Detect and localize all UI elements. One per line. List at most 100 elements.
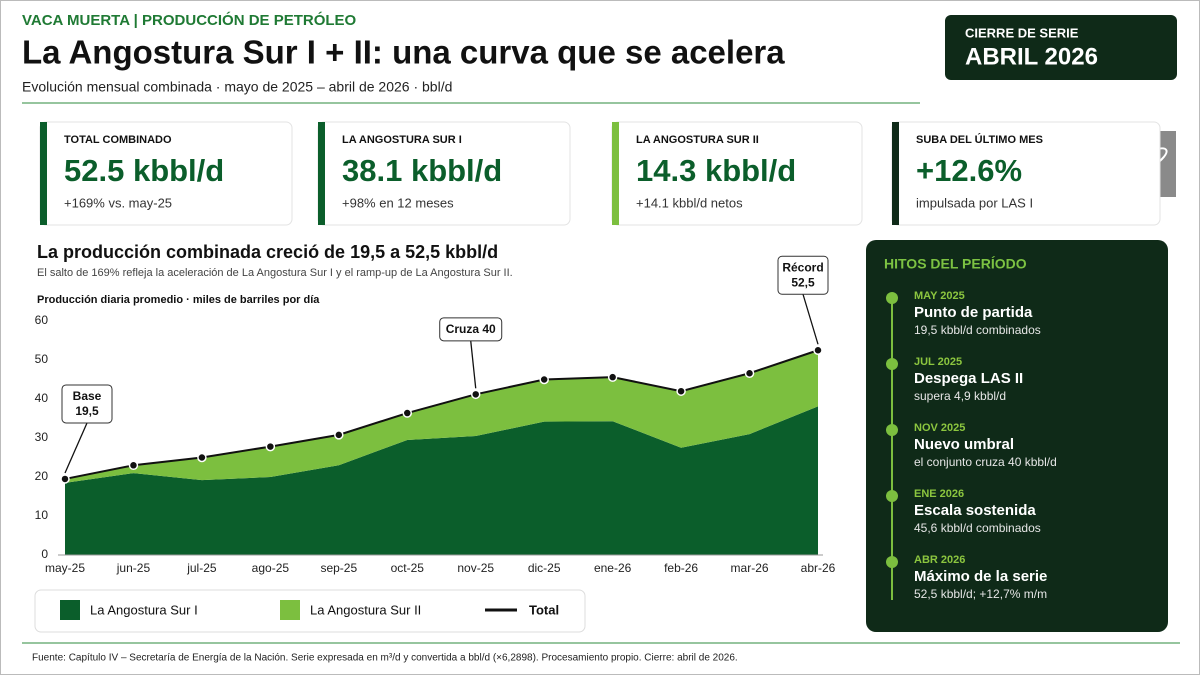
total-line xyxy=(64,349,819,480)
badge xyxy=(945,15,1177,80)
annotation-pointer xyxy=(802,294,819,345)
milestone-title: Máximo de la serie xyxy=(914,568,1047,585)
card-value: 14.3 kbbl/d xyxy=(636,153,796,188)
milestones-panel xyxy=(866,240,1168,632)
x-tick-label: jul-25 xyxy=(186,561,217,575)
x-tick-label: feb-26 xyxy=(664,561,698,575)
milestone-date: NOV 2025 xyxy=(914,422,965,434)
milestone-note: 19,5 kbbl/d combinados xyxy=(914,323,1041,337)
total-point xyxy=(676,386,686,396)
card-accent xyxy=(892,122,899,225)
y-tick-label: 60 xyxy=(35,313,49,327)
annotation-pointer xyxy=(64,422,88,474)
total-point xyxy=(402,408,413,418)
x-tick-label: sep-25 xyxy=(320,561,357,575)
x-tick-label: mar-26 xyxy=(731,561,769,575)
x-tick-label: abr-26 xyxy=(801,561,836,575)
card-accent xyxy=(612,122,619,225)
chart-title: La producción combinada creció de 19,5 a… xyxy=(37,242,498,262)
legend-swatch xyxy=(280,600,300,620)
milestone-date: ABR 2026 xyxy=(914,554,965,566)
card-note: +14.1 kbbl/d netos xyxy=(636,195,743,210)
card-value: 38.1 kbbl/d xyxy=(342,153,502,188)
legend-label: Total xyxy=(529,602,559,617)
annotation-box xyxy=(61,384,113,424)
milestone-date: JUL 2025 xyxy=(914,356,962,368)
badge-label: CIERRE DE SERIE xyxy=(965,25,1079,40)
card-accent xyxy=(318,122,325,225)
card-label: TOTAL COMBINADO xyxy=(64,134,172,146)
card-note: impulsada por LAS I xyxy=(916,195,1033,210)
footer: Fuente: Capítulo IV – Secretaría de Ener… xyxy=(32,653,738,664)
milestone-title: Punto de partida xyxy=(914,304,1033,321)
milestone-note: supera 4,9 kbbl/d xyxy=(914,389,1006,403)
milestone-dot xyxy=(886,358,898,370)
annotation-box xyxy=(439,317,503,342)
x-tick-label: ene-26 xyxy=(594,561,632,575)
milestone-date: MAY 2025 xyxy=(914,290,965,302)
annotation: Cruza 40 xyxy=(446,322,496,336)
annotation-box xyxy=(777,255,829,295)
x-tick-label: may-25 xyxy=(45,561,85,575)
card-value: +12.6% xyxy=(916,153,1022,188)
annotation: Récord xyxy=(782,260,823,274)
badge-value: ABRIL 2026 xyxy=(965,43,1098,70)
milestone-dot xyxy=(886,490,898,502)
total-point xyxy=(607,372,618,382)
milestone-title: Nuevo umbral xyxy=(914,436,1014,453)
x-tick-label: dic-25 xyxy=(528,561,561,575)
legend-label: La Angostura Sur I xyxy=(90,602,198,617)
area xyxy=(65,406,818,555)
total-point xyxy=(813,345,823,355)
milestone-title: Escala sostenida xyxy=(914,502,1036,519)
milestone-note: el conjunto cruza 40 kbbl/d xyxy=(914,455,1057,469)
milestone-date: ENE 2026 xyxy=(914,488,964,500)
total-point xyxy=(60,474,70,484)
chart-subtitle: El salto de 169% refleja la aceleración … xyxy=(37,267,513,279)
milestone-note: 52,5 kbbl/d; +12,7% m/m xyxy=(914,587,1047,601)
total-point xyxy=(197,452,207,463)
y-tick-label: 10 xyxy=(35,508,49,522)
card-label: SUBA DEL ÚLTIMO MES xyxy=(916,133,1043,146)
milestone-title: Despega LAS II xyxy=(914,370,1023,387)
total-point xyxy=(744,368,755,379)
card-value: 52.5 kbbl/d xyxy=(64,153,224,188)
milestone-dot xyxy=(886,292,898,304)
total-point xyxy=(265,441,276,452)
axis-label: Producción diaria promedio · miles de ba… xyxy=(37,294,320,306)
legend-swatch xyxy=(60,600,80,620)
total-point xyxy=(470,389,481,400)
y-tick-label: 20 xyxy=(35,469,49,483)
total-point xyxy=(539,374,549,385)
milestone-dot xyxy=(886,556,898,568)
legend-label: La Angostura Sur II xyxy=(310,602,421,617)
x-tick-label: ago-25 xyxy=(252,561,290,575)
x-tick-label: oct-25 xyxy=(391,561,425,575)
milestones-title: HITOS DEL PERÍODO xyxy=(884,256,1027,272)
x-tick-label: jun-25 xyxy=(116,561,151,575)
annotation: 52,5 xyxy=(791,275,815,289)
milestone-note: 45,6 kbbl/d combinados xyxy=(914,521,1041,535)
card-label: LA ANGOSTURA SUR I xyxy=(342,134,462,146)
card-label: LA ANGOSTURA SUR II xyxy=(636,134,759,146)
y-tick-label: 40 xyxy=(35,391,49,405)
card-note: +169% vs. may-25 xyxy=(64,195,172,210)
total-point xyxy=(334,430,344,440)
y-tick-label: 30 xyxy=(35,430,49,444)
title: La Angostura Sur I + II: una curva que s… xyxy=(22,34,785,71)
total-point xyxy=(128,460,139,471)
x-tick-label: nov-25 xyxy=(457,561,494,575)
y-tick-label: 0 xyxy=(41,547,48,561)
kicker: VACA MUERTA | PRODUCCIÓN DE PETRÓLEO xyxy=(22,11,357,29)
card-accent xyxy=(40,122,47,225)
card-note: +98% en 12 meses xyxy=(342,195,454,210)
annotation-pointer xyxy=(470,340,477,389)
legend-box xyxy=(34,589,586,633)
milestone-dot xyxy=(886,424,898,436)
y-tick-label: 50 xyxy=(35,352,49,366)
annotation: Base xyxy=(73,389,102,403)
annotation: 19,5 xyxy=(75,404,99,418)
subtitle: Evolución mensual combinada · mayo de 20… xyxy=(22,79,452,95)
